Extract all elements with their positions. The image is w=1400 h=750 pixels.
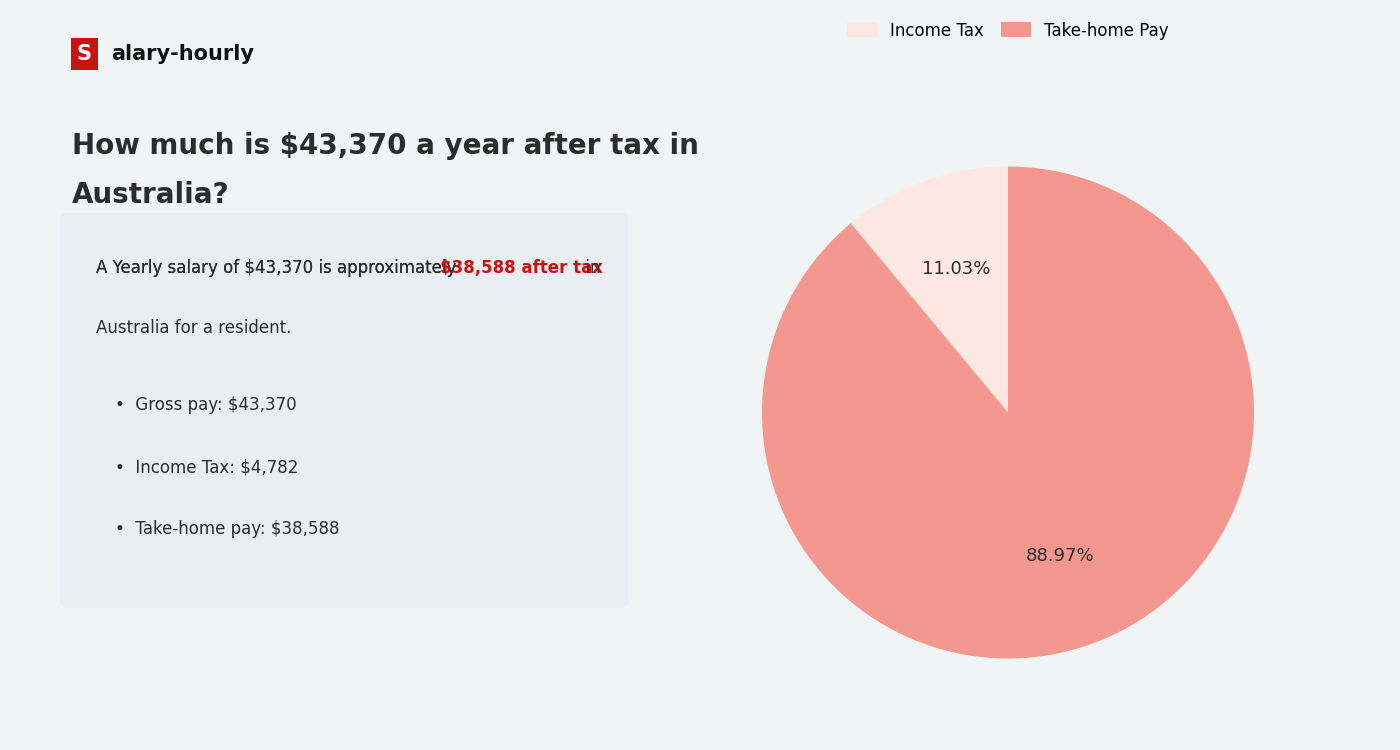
- Text: A Yearly salary of $43,370 is approximately: A Yearly salary of $43,370 is approximat…: [97, 259, 462, 277]
- Text: How much is $43,370 a year after tax in: How much is $43,370 a year after tax in: [73, 132, 699, 160]
- Text: 11.03%: 11.03%: [923, 260, 990, 278]
- Text: in: in: [580, 259, 601, 277]
- Text: Australia for a resident.: Australia for a resident.: [97, 319, 291, 337]
- Text: A Yearly salary of $43,370 is approximately: A Yearly salary of $43,370 is approximat…: [97, 259, 462, 277]
- Wedge shape: [851, 166, 1008, 413]
- Text: 88.97%: 88.97%: [1025, 547, 1095, 565]
- Text: •  Take-home pay: $38,588: • Take-home pay: $38,588: [115, 520, 339, 538]
- Text: S: S: [77, 44, 92, 64]
- Text: $38,588 after tax: $38,588 after tax: [440, 259, 603, 277]
- Text: •  Gross pay: $43,370: • Gross pay: $43,370: [115, 396, 297, 414]
- Wedge shape: [762, 166, 1254, 658]
- Text: Australia?: Australia?: [73, 182, 230, 209]
- FancyBboxPatch shape: [60, 213, 629, 608]
- Text: •  Income Tax: $4,782: • Income Tax: $4,782: [115, 458, 298, 476]
- Legend: Income Tax, Take-home Pay: Income Tax, Take-home Pay: [840, 15, 1176, 46]
- Text: alary-hourly: alary-hourly: [112, 44, 255, 64]
